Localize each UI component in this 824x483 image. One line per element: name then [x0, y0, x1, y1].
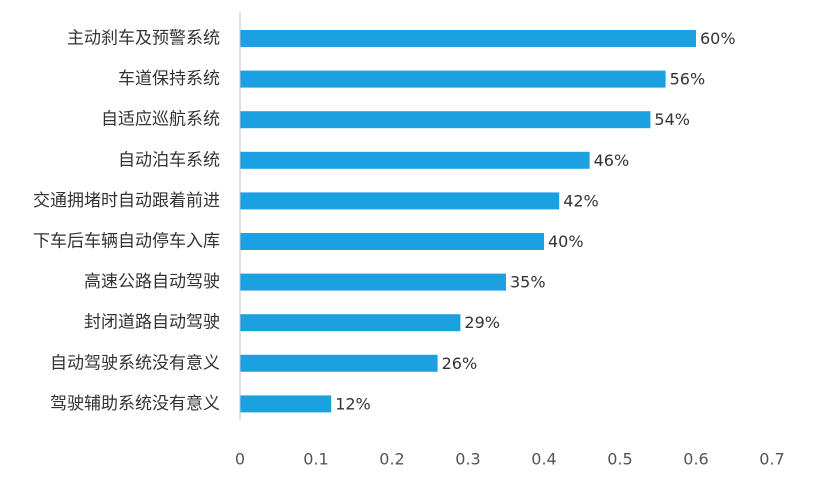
category-label: 车道保持系统	[118, 69, 220, 89]
bar	[240, 354, 438, 372]
bar	[240, 273, 506, 291]
bar	[240, 151, 590, 169]
data-labels: 60% 56% 54% 46% 42% 40% 35% 29% 26% 12%	[335, 29, 735, 413]
data-label: 46%	[594, 151, 630, 170]
x-tick-label: 0.2	[379, 450, 404, 469]
bar	[240, 30, 696, 47]
bars-layer	[240, 30, 696, 413]
category-label: 封闭道路自动驾驶	[84, 313, 220, 333]
x-tick-label: 0.6	[683, 450, 708, 469]
data-label: 26%	[442, 354, 478, 373]
category-label: 自适应巡航系统	[101, 110, 220, 130]
category-label: 下车后车辆自动停车入库	[33, 232, 220, 252]
data-label: 56%	[670, 70, 706, 89]
bar	[240, 314, 461, 332]
category-label: 交通拥堵时自动跟着前进	[33, 191, 220, 211]
axes: 0 0.1 0.2 0.3 0.4 0.5 0.6 0.7	[235, 12, 785, 469]
category-label: 自动驾驶系统没有意义	[50, 353, 220, 373]
category-labels: 主动刹车及预警系统车道保持系统自适应巡航系统自动泊车系统交通拥堵时自动跟着前进下…	[33, 29, 220, 414]
bar	[240, 395, 332, 413]
x-tick-label: 0.1	[303, 450, 328, 469]
bar	[240, 111, 651, 129]
data-label: 42%	[563, 191, 599, 210]
data-label: 12%	[335, 394, 371, 413]
data-label: 40%	[548, 232, 584, 251]
category-label: 主动刹车及预警系统	[67, 29, 220, 49]
bar	[240, 70, 666, 88]
bar	[240, 233, 544, 250]
data-label: 60%	[700, 29, 736, 48]
x-tick-label: 0.3	[455, 450, 480, 469]
x-tick-label: 0.7	[759, 450, 784, 469]
data-label: 29%	[464, 313, 500, 332]
data-label: 35%	[510, 273, 546, 292]
x-tick-label: 0.5	[607, 450, 632, 469]
bar	[240, 192, 560, 210]
x-tick-label: 0.4	[531, 450, 556, 469]
category-label: 自动泊车系统	[118, 150, 220, 170]
category-label: 高速公路自动驾驶	[84, 272, 220, 292]
category-label: 驾驶辅助系统没有意义	[50, 394, 220, 414]
data-label: 54%	[654, 110, 690, 129]
x-tick-label: 0	[235, 450, 245, 469]
